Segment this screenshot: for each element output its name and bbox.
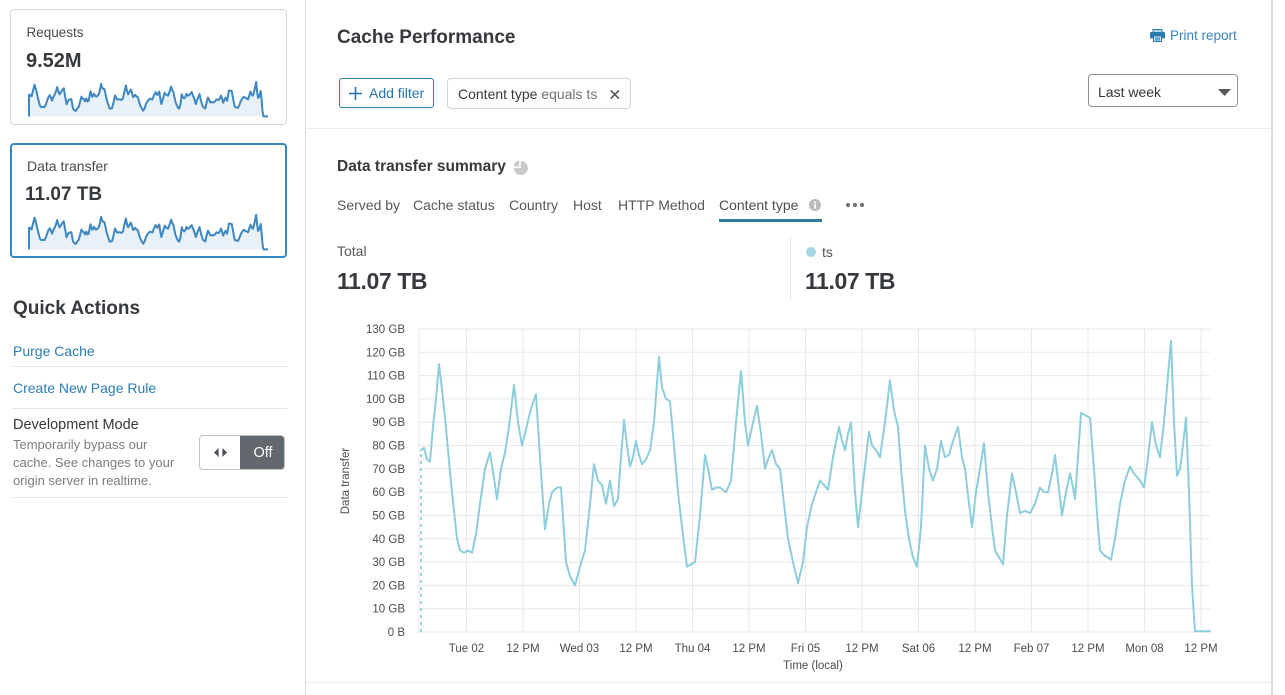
svg-text:0 B: 0 B (388, 627, 406, 639)
svg-text:30 GB: 30 GB (372, 557, 405, 569)
svg-text:Wed 03: Wed 03 (560, 643, 599, 655)
svg-text:Sat 06: Sat 06 (902, 643, 935, 655)
svg-text:12 PM: 12 PM (845, 643, 878, 655)
svg-text:80 GB: 80 GB (372, 441, 405, 453)
svg-text:Mon 08: Mon 08 (1125, 643, 1163, 655)
svg-text:Time (local): Time (local) (783, 660, 843, 672)
svg-text:12 PM: 12 PM (1184, 643, 1217, 655)
svg-text:20 GB: 20 GB (372, 580, 405, 592)
svg-text:90 GB: 90 GB (372, 417, 405, 429)
svg-text:130 GB: 130 GB (366, 324, 405, 336)
svg-text:70 GB: 70 GB (372, 464, 405, 476)
svg-text:12 PM: 12 PM (619, 643, 652, 655)
svg-text:40 GB: 40 GB (372, 534, 405, 546)
svg-text:12 PM: 12 PM (958, 643, 991, 655)
svg-text:Thu 04: Thu 04 (675, 643, 711, 655)
svg-text:Tue 02: Tue 02 (449, 643, 484, 655)
svg-text:110 GB: 110 GB (367, 371, 405, 383)
svg-text:100 GB: 100 GB (366, 394, 405, 406)
svg-text:12 PM: 12 PM (1071, 643, 1104, 655)
svg-text:120 GB: 120 GB (366, 347, 405, 359)
svg-text:60 GB: 60 GB (372, 487, 405, 499)
svg-text:Feb 07: Feb 07 (1014, 643, 1050, 655)
svg-text:12 PM: 12 PM (732, 643, 765, 655)
svg-text:50 GB: 50 GB (372, 511, 405, 523)
svg-text:Data transfer: Data transfer (340, 448, 352, 515)
svg-text:10 GB: 10 GB (372, 604, 405, 616)
svg-text:Fri 05: Fri 05 (791, 643, 820, 655)
svg-text:12 PM: 12 PM (506, 643, 539, 655)
